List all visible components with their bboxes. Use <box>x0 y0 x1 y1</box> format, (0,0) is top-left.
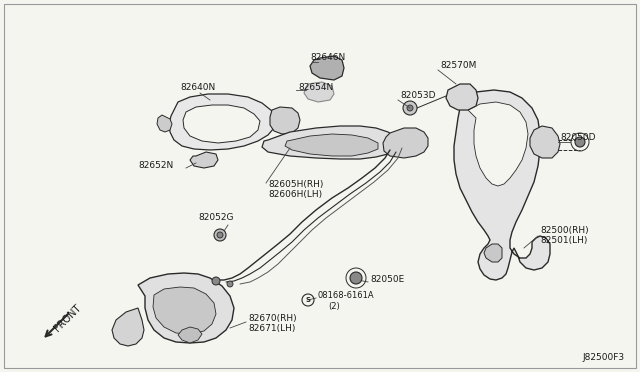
Text: 82640N: 82640N <box>180 83 216 93</box>
Circle shape <box>403 101 417 115</box>
Text: 82570M: 82570M <box>440 61 476 70</box>
Text: 08168-6161A: 08168-6161A <box>318 291 374 299</box>
Text: FRONT: FRONT <box>52 303 83 333</box>
Polygon shape <box>262 126 398 159</box>
Polygon shape <box>270 107 300 134</box>
Polygon shape <box>169 94 276 150</box>
Polygon shape <box>484 244 502 262</box>
Circle shape <box>350 272 362 284</box>
Text: 82500(RH): 82500(RH) <box>540 225 589 234</box>
Polygon shape <box>468 102 528 186</box>
Text: 82606H(LH): 82606H(LH) <box>268 190 322 199</box>
Circle shape <box>227 281 233 287</box>
Polygon shape <box>454 90 550 280</box>
Polygon shape <box>138 273 234 343</box>
Polygon shape <box>285 134 378 156</box>
Text: 82501(LH): 82501(LH) <box>540 237 588 246</box>
Polygon shape <box>183 105 260 143</box>
Polygon shape <box>178 327 202 343</box>
Text: 82050E: 82050E <box>370 276 404 285</box>
Polygon shape <box>304 82 334 102</box>
Text: (2): (2) <box>328 302 340 311</box>
Text: 82050D: 82050D <box>560 134 595 142</box>
Text: 82646N: 82646N <box>310 54 345 62</box>
Polygon shape <box>153 287 216 334</box>
Circle shape <box>217 232 223 238</box>
Circle shape <box>407 105 413 111</box>
Polygon shape <box>112 308 144 346</box>
Polygon shape <box>157 115 172 132</box>
Polygon shape <box>383 128 428 158</box>
Text: S: S <box>305 297 310 303</box>
Circle shape <box>214 229 226 241</box>
Text: J82500F3: J82500F3 <box>582 353 624 362</box>
Polygon shape <box>446 84 478 110</box>
Text: 82652N: 82652N <box>138 160 173 170</box>
Circle shape <box>212 277 220 285</box>
Text: 82052G: 82052G <box>198 214 234 222</box>
Text: 82053D: 82053D <box>400 90 435 99</box>
Text: 82671(LH): 82671(LH) <box>248 324 296 334</box>
Polygon shape <box>190 152 218 168</box>
Text: 82605H(RH): 82605H(RH) <box>268 180 323 189</box>
Polygon shape <box>530 126 560 158</box>
Polygon shape <box>310 56 344 80</box>
Text: 82670(RH): 82670(RH) <box>248 314 296 323</box>
Circle shape <box>575 137 585 147</box>
Text: 82654N: 82654N <box>298 83 333 93</box>
